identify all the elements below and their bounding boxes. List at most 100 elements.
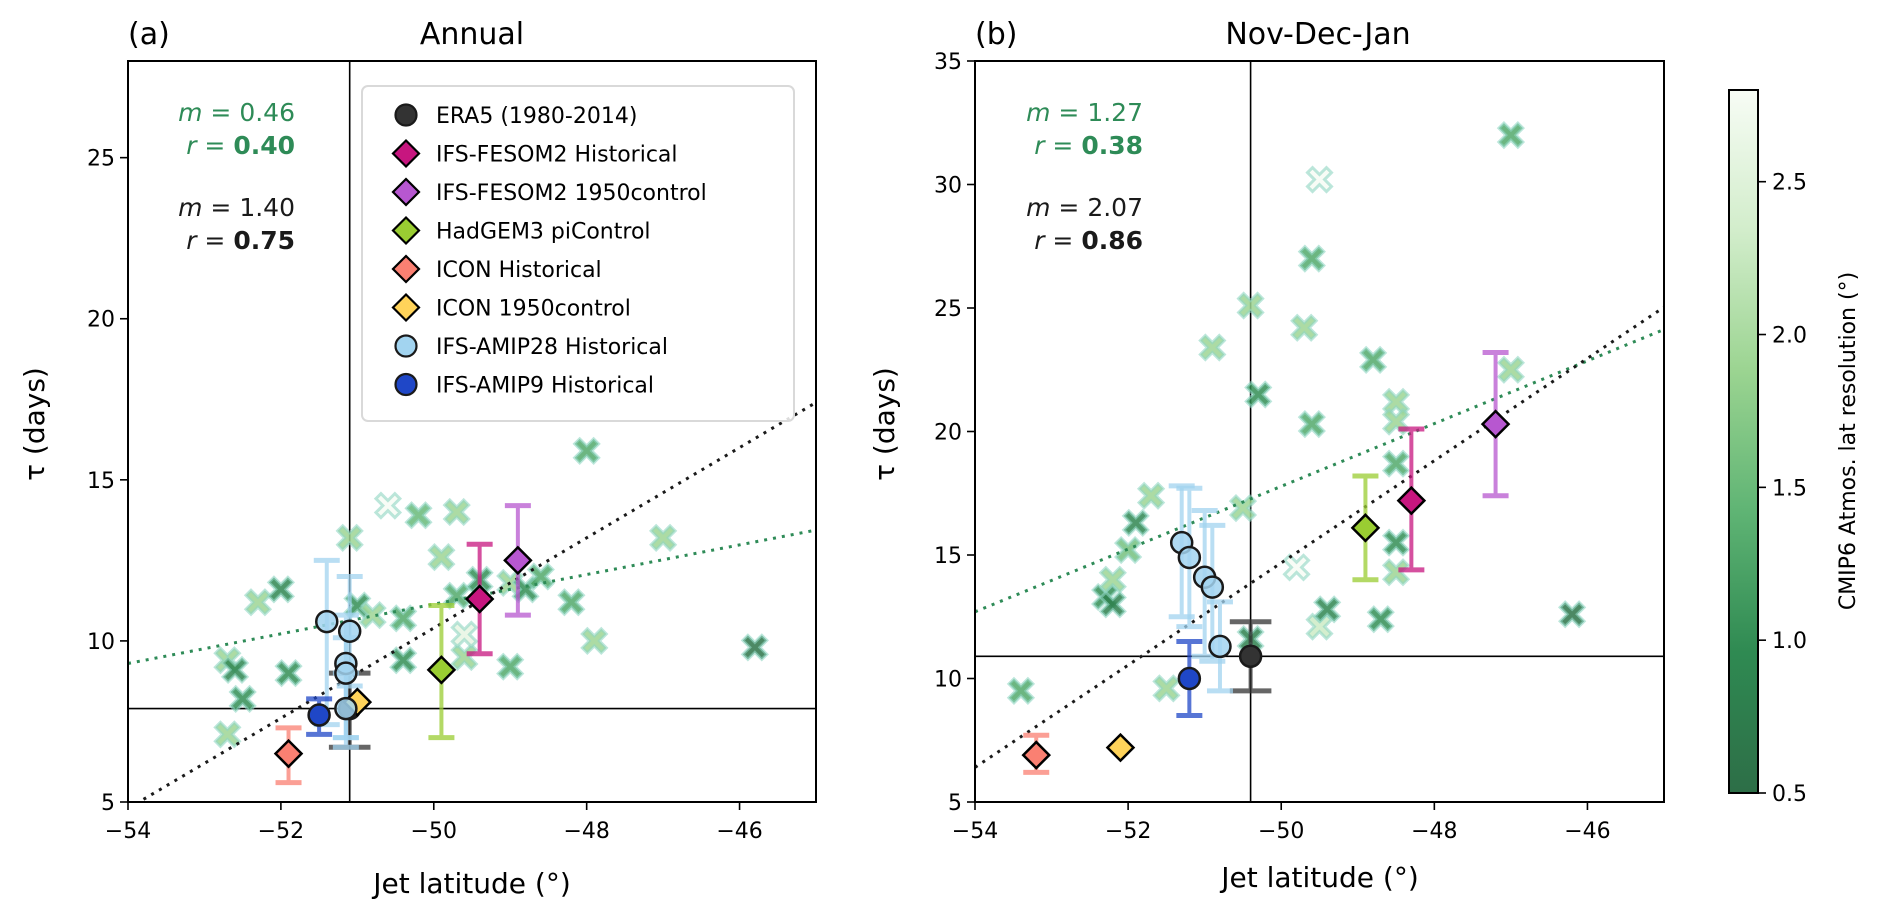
axes-frame <box>127 60 817 803</box>
x-tick-label: −52 <box>258 819 304 844</box>
legend-item: ICON Historical <box>391 254 602 284</box>
colorbar-tick-label: 1.0 <box>1772 629 1807 654</box>
cmip6-point <box>526 562 555 591</box>
legend-item: HadGEM3 piControl <box>391 215 651 246</box>
cmip6-point <box>442 497 471 527</box>
cmip6-point <box>1297 409 1326 439</box>
stat-eq: = <box>196 226 233 255</box>
legend-label: IFS-FESOM2 Historical <box>436 143 678 168</box>
marker-ifs-amip28-historical <box>334 696 358 721</box>
panel-annual: (a) Annual −54 −52 −50 −48 −46 5 10 15 20 25 m = … <box>18 17 817 900</box>
cmip6-point <box>213 720 242 749</box>
cmip6-point <box>274 659 303 688</box>
cmip6-point <box>1381 528 1411 557</box>
legend-label: ICON Historical <box>436 258 602 283</box>
y-tick-label: 35 <box>934 50 962 75</box>
cmip6-point <box>1098 565 1127 594</box>
stat-symbol: m <box>1026 193 1050 222</box>
legend-marker-diamond <box>391 254 421 284</box>
legend-item: ICON 1950control <box>391 292 631 323</box>
legend-item: IFS-FESOM2 1950control <box>391 177 707 207</box>
stats-b: m = 1.27 r = 0.38 m = 2.07 r = 0.86 <box>1026 98 1143 255</box>
cmip6-point <box>1282 553 1311 582</box>
marker-icon-1950control <box>1105 732 1136 763</box>
stat-all-m-b: m = 2.07 <box>1026 193 1143 222</box>
stat-all-m-a: m = 1.40 <box>178 193 295 222</box>
x-tick-label: −50 <box>411 819 457 844</box>
x-tick-label: −48 <box>563 819 609 844</box>
legend-marker-diamond <box>391 215 421 246</box>
marker-ifs-amip28-historical <box>337 619 362 643</box>
fit-line-all <box>975 306 1664 769</box>
cmip6-point <box>1297 244 1326 273</box>
cmip6-point <box>557 588 586 617</box>
stat-symbol: r <box>186 131 198 160</box>
y-tick-label: 10 <box>87 630 115 655</box>
stat-symbol: r <box>1034 131 1046 160</box>
x-tick-label: −48 <box>1411 819 1457 844</box>
cmip6-point <box>648 523 678 552</box>
panel-title-b: Nov-Dec-Jan <box>1225 17 1410 52</box>
marker-icon-historical <box>1021 740 1052 770</box>
y-tick-label: 20 <box>87 308 115 333</box>
marker-ifs-fesom2-1950control <box>503 545 533 576</box>
cmip6-point <box>389 604 418 633</box>
fit-line-cmip6 <box>975 328 1664 614</box>
legend-marker-circle <box>394 103 418 127</box>
legend: ERA5 (1980-2014) IFS-FESOM2 Historical IFS… <box>361 85 795 422</box>
plot-area-b: −54 −52 −50 −48 −46 5 10 15 20 25 30 35 <box>934 50 1665 844</box>
cmip6-point <box>404 501 433 530</box>
legend-label: IFS-FESOM2 1950control <box>436 181 707 206</box>
stat-symbol: m <box>1026 98 1050 127</box>
x-tick-label: −54 <box>105 819 151 844</box>
legend-marker-diamond <box>391 138 421 169</box>
cmip6-point <box>1152 674 1181 703</box>
stat-r-value: 0.75 <box>233 226 295 255</box>
colorbar-gradient <box>1728 89 1759 794</box>
cmip6-point <box>496 652 525 681</box>
plot-area-a: −54 −52 −50 −48 −46 5 10 15 20 25 <box>87 60 817 844</box>
cmip6-point <box>1366 605 1395 634</box>
legend-marker-circle <box>394 334 418 358</box>
marker-ifs-fesom2-historical <box>464 584 495 614</box>
cmip6-point <box>335 523 364 552</box>
stat-value: = 1.27 <box>1050 98 1143 127</box>
cmip6-point <box>1006 676 1036 705</box>
y-axis-label-b: τ (days) <box>868 367 901 481</box>
cmip6-point <box>1198 333 1227 362</box>
stat-r-value: 0.86 <box>1081 226 1143 255</box>
marker-era5-1980-2014 <box>1238 644 1263 669</box>
cmip6-point <box>1496 120 1526 150</box>
marker-icon-historical <box>273 738 304 769</box>
panel-label-b: (b) <box>975 17 1017 52</box>
stat-value: = 0.46 <box>202 98 295 127</box>
legend-item: IFS-FESOM2 Historical <box>391 138 678 169</box>
cmip6-point <box>1113 535 1143 565</box>
x-tick-label: −50 <box>1258 819 1304 844</box>
stat-cmip-m-b: m = 1.27 <box>1026 98 1143 127</box>
cmip6-point <box>1236 291 1265 320</box>
cmip6-point <box>228 684 257 714</box>
marker-ifs-fesom2-1950control <box>1480 409 1511 439</box>
legend-item: IFS-AMIP9 Historical <box>394 372 654 399</box>
cmip6-point <box>1558 600 1587 629</box>
stat-cmip-r-b: r = 0.38 <box>1034 131 1143 160</box>
marker-ifs-fesom2-historical <box>1396 485 1427 516</box>
stat-symbol: m <box>178 193 202 222</box>
cmip6-point <box>450 620 479 649</box>
colorbar-tick-label: 0.5 <box>1772 782 1807 807</box>
marker-ifs-amip28-historical <box>334 661 358 685</box>
cmip6-point <box>572 436 601 465</box>
legend-marker-diamond <box>391 292 421 323</box>
marker-ifs-amip28-historical <box>1208 634 1232 659</box>
y-tick-label: 20 <box>934 421 962 446</box>
colorbar-tick-label: 2.5 <box>1772 171 1807 196</box>
cmip6-point <box>1496 355 1526 384</box>
colorbar-label: CMIP6 Atmos. lat resolution (°) <box>1836 272 1861 610</box>
stat-r-value: 0.40 <box>233 131 295 160</box>
legend-label: ERA5 (1980-2014) <box>436 104 637 129</box>
marker-ifs-amip28-historical <box>315 609 339 634</box>
cmip6-point <box>1305 165 1334 194</box>
panel-ndj: (b) Nov-Dec-Jan −54 −52 −50 −48 −46 5 10 15 20 25… <box>868 17 1665 894</box>
